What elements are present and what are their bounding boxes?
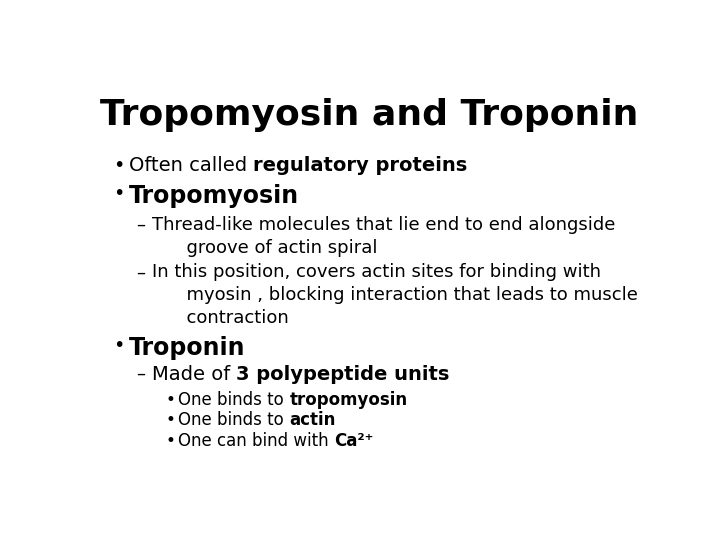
Text: •: •	[113, 336, 125, 355]
Text: –: –	[137, 365, 145, 383]
Text: Tropomyosin and Troponin: Tropomyosin and Troponin	[100, 98, 638, 132]
Text: In this position, covers actin sites for binding with
      myosin , blocking in: In this position, covers actin sites for…	[152, 264, 638, 327]
Text: One can bind with: One can bind with	[179, 432, 334, 450]
Text: Tropomyosin: Tropomyosin	[129, 184, 299, 208]
Text: •: •	[113, 156, 125, 174]
Text: Troponin: Troponin	[129, 336, 246, 360]
Text: One binds to: One binds to	[179, 390, 289, 408]
Text: •: •	[113, 184, 125, 203]
Text: actin: actin	[289, 411, 336, 429]
Text: regulatory proteins: regulatory proteins	[253, 156, 467, 174]
Text: •: •	[166, 411, 176, 429]
Text: –: –	[137, 264, 145, 281]
Text: –: –	[137, 215, 145, 234]
Text: •: •	[166, 432, 176, 450]
Text: Made of: Made of	[152, 365, 236, 384]
Text: Thread-like molecules that lie end to end alongside
      groove of actin spiral: Thread-like molecules that lie end to en…	[152, 215, 616, 256]
Text: One binds to: One binds to	[179, 411, 289, 429]
Text: •: •	[166, 390, 176, 408]
Text: Ca²⁺: Ca²⁺	[334, 432, 374, 450]
Text: Often called: Often called	[129, 156, 253, 174]
Text: 3 polypeptide units: 3 polypeptide units	[236, 365, 450, 384]
Text: tropomyosin: tropomyosin	[289, 390, 408, 408]
